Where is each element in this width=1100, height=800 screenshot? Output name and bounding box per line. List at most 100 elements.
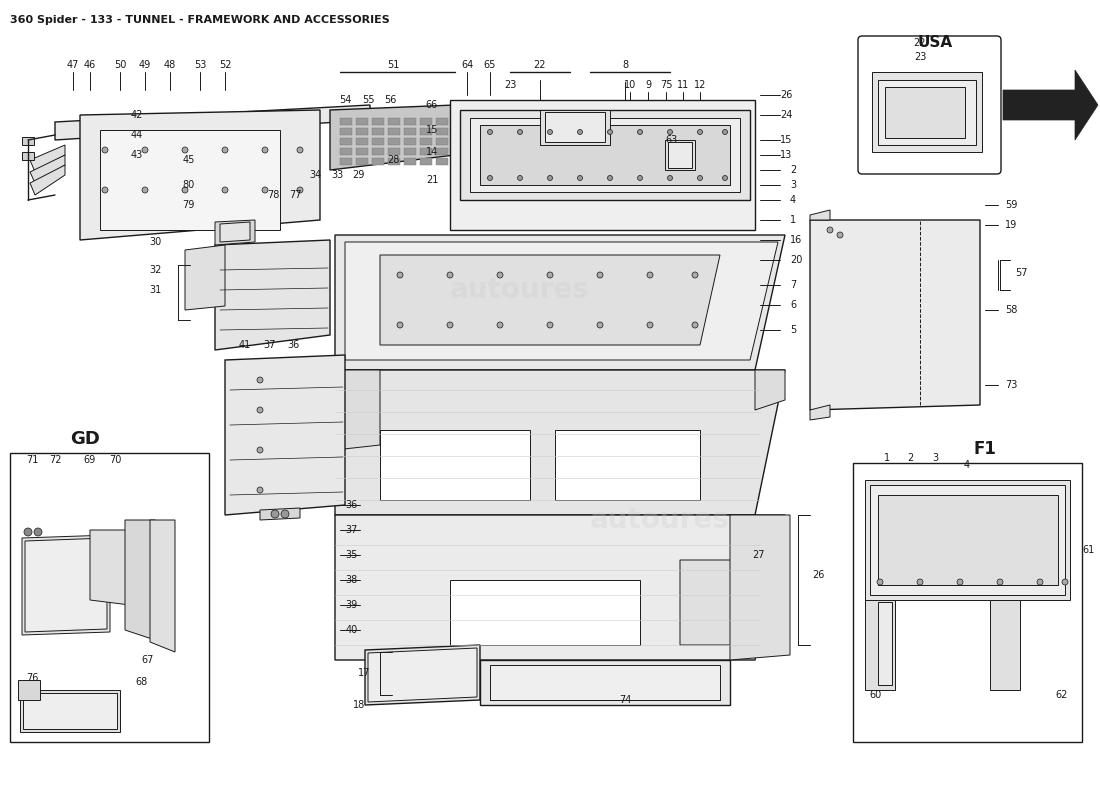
Bar [356,118,369,125]
Circle shape [827,227,833,233]
Polygon shape [336,370,785,515]
Polygon shape [125,520,155,640]
Circle shape [638,175,642,181]
Circle shape [548,130,552,134]
Text: 23: 23 [504,80,516,90]
Text: 61: 61 [1082,545,1094,555]
Polygon shape [878,495,1058,585]
Bar [372,148,384,155]
Text: 62: 62 [1056,690,1068,700]
Text: 80: 80 [183,180,195,190]
Text: 18: 18 [353,700,365,710]
Bar [372,118,384,125]
Circle shape [1037,579,1043,585]
Circle shape [697,175,703,181]
Text: 17: 17 [358,668,370,678]
Text: 11: 11 [676,80,689,90]
Text: 22: 22 [914,38,926,48]
Circle shape [297,147,302,153]
Text: 24: 24 [780,110,792,120]
Bar [420,158,432,165]
Text: 69: 69 [84,455,96,465]
Circle shape [638,130,642,134]
Text: 13: 13 [780,150,792,160]
Text: 75: 75 [660,80,672,90]
Text: 26: 26 [812,570,824,580]
Bar [436,128,448,135]
Circle shape [692,322,698,328]
Bar [436,148,448,155]
Text: autoures: autoures [590,506,730,534]
Circle shape [271,510,279,518]
Circle shape [723,175,727,181]
Polygon shape [30,165,65,195]
Polygon shape [379,430,530,500]
Text: 22: 22 [534,60,547,70]
Circle shape [182,147,188,153]
Bar [356,158,369,165]
Text: 41: 41 [239,340,251,350]
Text: 71: 71 [25,455,39,465]
Text: 47: 47 [67,60,79,70]
Bar [420,118,432,125]
Polygon shape [25,538,107,632]
Text: 35: 35 [345,550,358,560]
Text: 3: 3 [932,453,938,463]
Text: 5: 5 [790,325,796,335]
Circle shape [222,187,228,193]
Text: 2: 2 [790,165,796,175]
Text: 27: 27 [752,550,764,560]
Polygon shape [730,515,790,660]
Bar [340,128,352,135]
Text: 12: 12 [694,80,706,90]
Polygon shape [220,222,250,242]
Polygon shape [214,220,255,245]
Polygon shape [810,405,830,420]
Bar [388,138,400,145]
Text: 52: 52 [219,60,231,70]
Polygon shape [1003,70,1098,140]
Circle shape [34,528,42,536]
FancyBboxPatch shape [852,463,1082,742]
Circle shape [578,130,583,134]
Text: 77: 77 [288,190,301,200]
Bar [22,137,34,145]
Circle shape [697,130,703,134]
Text: 70: 70 [109,455,121,465]
Bar [372,138,384,145]
Polygon shape [878,602,892,685]
Polygon shape [336,515,785,660]
Polygon shape [480,125,730,185]
Bar [388,148,400,155]
Polygon shape [990,600,1020,690]
Polygon shape [872,72,982,152]
Circle shape [517,130,522,134]
Polygon shape [23,693,117,729]
Polygon shape [810,210,830,220]
Polygon shape [150,520,175,652]
Text: 43: 43 [131,150,143,160]
Text: 65: 65 [484,60,496,70]
Text: 15: 15 [426,125,438,135]
Polygon shape [330,105,455,170]
Bar [404,128,416,135]
Polygon shape [365,645,480,705]
Bar [340,138,352,145]
Text: 76: 76 [25,673,39,683]
Bar [388,118,400,125]
Text: 36: 36 [287,340,299,350]
Text: 15: 15 [780,135,792,145]
Text: 1: 1 [884,453,890,463]
Circle shape [257,447,263,453]
Text: 44: 44 [131,130,143,140]
Circle shape [102,147,108,153]
Polygon shape [540,110,611,145]
Circle shape [102,187,108,193]
Text: 37: 37 [264,340,276,350]
Text: 7: 7 [790,280,796,290]
Circle shape [487,175,493,181]
Circle shape [142,147,148,153]
Bar [388,158,400,165]
Bar [436,138,448,145]
Text: 8: 8 [621,60,628,70]
